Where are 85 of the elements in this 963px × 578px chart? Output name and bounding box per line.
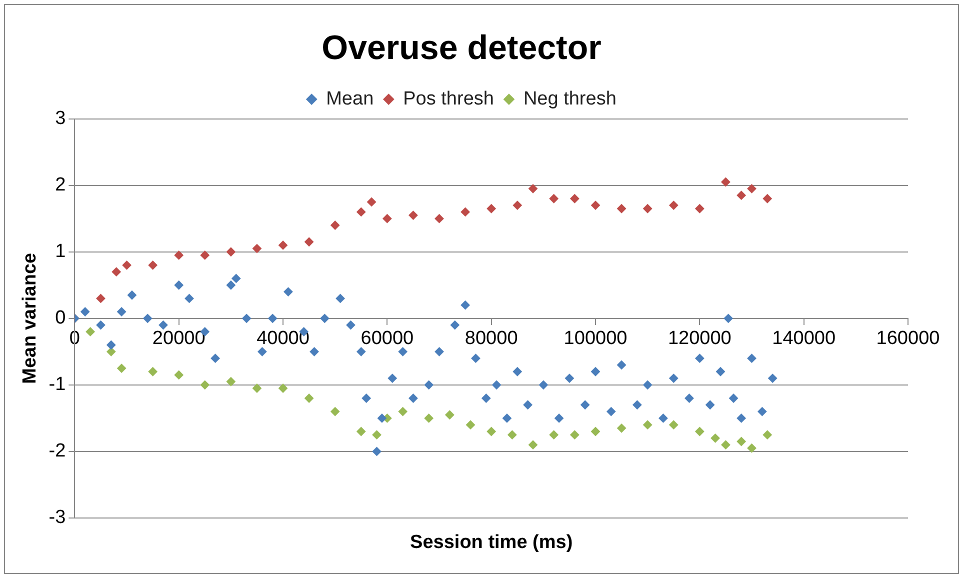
point [528,184,538,194]
point [512,200,522,210]
point [528,440,538,450]
x-tick-label: 100000 [564,328,628,350]
point [762,430,772,440]
x-tick-label: 0 [69,328,80,350]
point [695,204,704,214]
point [106,347,116,356]
chart-title: Overuse detector [322,28,602,67]
point [148,260,158,270]
point [330,220,340,230]
y-tick-label: 1 [55,241,66,262]
y-tick-label: -2 [48,440,66,462]
legend-label: Neg thresh [523,88,616,110]
point [486,204,496,214]
y-axis-title: Mean variance [20,252,41,384]
y-tick-label: -3 [48,507,66,528]
point [174,250,184,260]
point [226,247,236,256]
x-tick-label: 20000 [152,328,206,350]
point [549,194,558,204]
point [424,414,434,423]
point [117,364,126,373]
point [445,410,454,420]
point [200,380,210,390]
point [736,190,746,200]
point [86,327,95,336]
point [669,200,678,210]
point [112,267,121,276]
point [278,384,288,393]
x-tick-label: 80000 [464,328,518,350]
point [356,427,366,436]
point [304,394,314,403]
point [408,210,418,220]
point [174,370,184,380]
point [398,407,408,416]
point [466,420,476,430]
point [356,207,366,216]
point [736,436,746,446]
point [96,294,106,303]
point [549,430,558,440]
point [304,237,314,246]
y-tick-label: 3 [55,108,66,130]
point [617,204,626,214]
point [434,214,444,224]
x-tick-label: 160000 [876,328,940,350]
point [747,444,756,453]
y-tick-label: -1 [48,374,66,396]
legend-label: Pos thresh [403,88,494,110]
point [252,384,262,393]
point [460,207,470,216]
x-tick-label: 40000 [256,328,310,350]
point [122,260,132,270]
point [762,194,772,204]
y-tick-label: 2 [55,174,66,196]
point [278,240,288,250]
point [643,204,652,214]
point [669,420,678,430]
x-tick-label: 120000 [668,328,732,350]
point [695,427,704,436]
point [617,424,626,433]
y-tick-label: 0 [55,308,66,329]
x-tick-label: 140000 [772,328,836,350]
point [252,244,262,254]
point [591,427,600,436]
point [148,367,158,376]
x-axis-title: Session time (ms) [410,532,573,554]
point [747,184,756,194]
point [570,194,580,204]
point [570,430,580,440]
legend-label: Mean [326,88,374,110]
point [200,250,210,260]
point [721,178,730,187]
point [710,434,720,443]
x-tick-label: 60000 [360,328,414,350]
point [372,430,382,440]
point [508,430,517,440]
point [721,440,730,450]
point [591,200,600,210]
point [382,214,392,224]
point [330,407,340,416]
point [486,427,496,436]
point [643,420,652,430]
point [226,377,236,386]
point [367,197,376,206]
